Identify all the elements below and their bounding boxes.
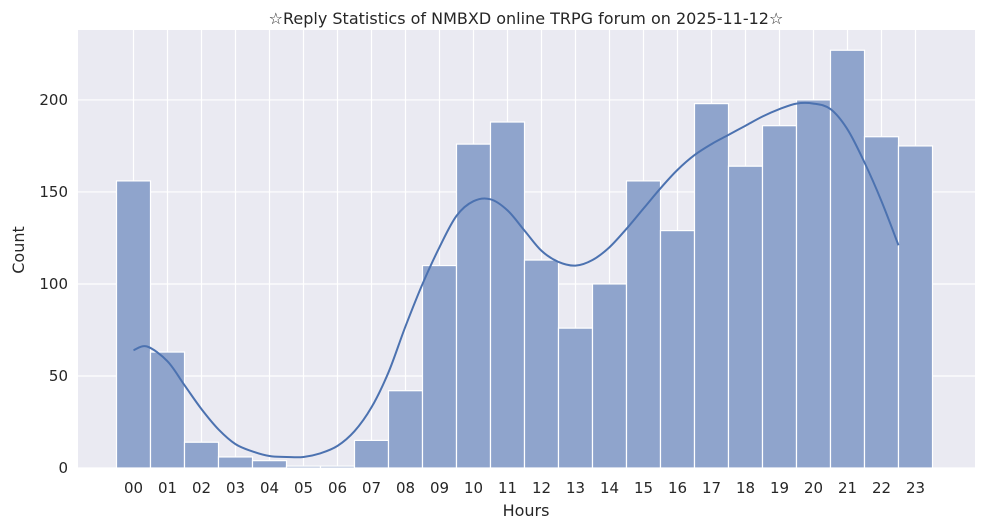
y-tick-label: 200	[39, 91, 68, 109]
x-tick-labels: 00 01 02 03 04 05 06 07 08 09 10 11 12 13 14 15 16 17 18 19…	[124, 479, 925, 497]
bar-hour-04	[251, 460, 288, 469]
bar-hour-20	[795, 99, 832, 469]
y-tick-labels: 0 50 100 150 200	[39, 91, 68, 477]
kde-density-line	[133, 101, 900, 459]
x-tick-label: 02	[192, 479, 211, 497]
x-tick-label: 14	[600, 479, 619, 497]
bar-hour-15	[625, 180, 662, 469]
x-tick-label: 04	[260, 479, 279, 497]
y-tick-label: 0	[58, 459, 68, 477]
x-tick-label: 03	[226, 479, 245, 497]
y-axis-label: Count	[9, 226, 28, 274]
x-tick-label: 07	[362, 479, 381, 497]
x-tick-label: 20	[804, 479, 823, 497]
bar-hour-09	[421, 264, 458, 469]
x-tick-label: 19	[770, 479, 789, 497]
x-tick-label: 10	[464, 479, 483, 497]
bar-hour-13	[557, 327, 594, 469]
x-tick-label: 13	[566, 479, 585, 497]
bar-hour-02	[183, 441, 220, 469]
bar-hour-05	[285, 465, 322, 469]
bars-group	[115, 49, 934, 469]
y-tick-label: 150	[39, 183, 68, 201]
bar-hour-07	[353, 439, 390, 469]
bar-hour-10	[455, 143, 492, 469]
chart-title: ☆Reply Statistics of NMBXD online TRPG f…	[269, 9, 784, 28]
x-tick-label: 06	[328, 479, 347, 497]
bar-hour-17	[693, 103, 730, 469]
x-tick-label: 08	[396, 479, 415, 497]
x-tick-label: 01	[158, 479, 177, 497]
x-tick-label: 15	[634, 479, 653, 497]
bar-hour-14	[591, 283, 628, 469]
x-tick-label: 09	[430, 479, 449, 497]
bar-hour-06	[319, 465, 356, 469]
bar-hour-12	[523, 259, 560, 469]
x-tick-label: 18	[736, 479, 755, 497]
y-tick-label: 50	[49, 367, 68, 385]
x-tick-label: 00	[124, 479, 143, 497]
bar-hour-01	[149, 351, 186, 469]
bar-hour-22	[863, 136, 900, 469]
x-axis-label: Hours	[503, 501, 550, 520]
x-tick-label: 23	[906, 479, 925, 497]
bar-hour-23	[897, 145, 934, 469]
bar-hour-18	[727, 165, 764, 469]
x-tick-label: 17	[702, 479, 721, 497]
bar-hour-03	[217, 456, 254, 469]
x-tick-label: 05	[294, 479, 313, 497]
x-tick-label: 11	[498, 479, 517, 497]
x-tick-label: 21	[838, 479, 857, 497]
bar-hour-21	[829, 49, 866, 469]
bar-hour-19	[761, 125, 798, 469]
bar-hour-00	[115, 180, 152, 469]
x-tick-label: 12	[532, 479, 551, 497]
bar-hour-08	[387, 390, 424, 469]
x-tick-label: 16	[668, 479, 687, 497]
bar-hour-16	[659, 229, 696, 469]
x-tick-label: 22	[872, 479, 891, 497]
y-tick-label: 100	[39, 275, 68, 293]
bar-hour-11	[489, 121, 526, 469]
